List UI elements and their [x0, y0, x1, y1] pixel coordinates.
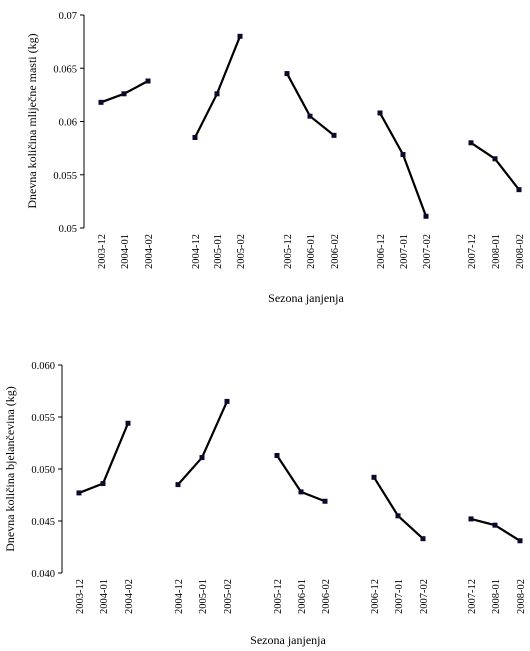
data-point	[224, 398, 230, 404]
data-point	[284, 71, 290, 77]
x-tick-label: 2003-12	[97, 234, 108, 269]
data-point	[492, 522, 498, 528]
data-point	[468, 140, 474, 146]
data-point	[214, 91, 220, 97]
x-ticks: 2003-12 2004-01 2004-02 2004-12 2005-01 2005-…	[75, 579, 527, 614]
x-tick-label: 2008-01	[491, 579, 502, 614]
data-point	[492, 156, 498, 162]
y-tick-label: 0.05	[59, 224, 77, 235]
y-ticks: 0.05 0.055 0.06 0.065 0.07	[53, 11, 84, 235]
data-point	[145, 78, 151, 84]
data-point	[468, 516, 474, 522]
series-line	[177, 400, 229, 486]
x-tick-label: 2004-02	[144, 234, 155, 269]
x-tick-label: 2007-12	[467, 579, 478, 614]
x-tick-label: 2005-01	[198, 579, 209, 614]
data-point	[371, 474, 377, 480]
y-tick-label: 0.065	[53, 64, 77, 75]
data-point	[400, 152, 406, 158]
data-point	[274, 452, 280, 458]
data-point	[125, 420, 131, 426]
series-line	[373, 476, 424, 540]
x-tick-label: 2005-02	[223, 579, 234, 614]
x-tick-label: 2007-02	[419, 579, 430, 614]
y-ticks: 0.040 0.045 0.050 0.055 0.060	[31, 361, 62, 580]
series-line	[470, 517, 521, 542]
data-point	[516, 187, 522, 193]
data-point	[175, 482, 181, 488]
x-tick-label: 2006-01	[306, 234, 317, 269]
series-line	[286, 73, 335, 137]
series-lines	[76, 398, 523, 544]
x-tick-label: 2003-12	[75, 579, 86, 614]
data-point	[199, 455, 205, 461]
data-point	[98, 99, 104, 105]
x-tick-label: 2004-01	[99, 579, 110, 614]
y-tick-label: 0.040	[31, 569, 55, 580]
y-tick-label: 0.045	[31, 517, 55, 528]
x-tick-label: 2008-01	[491, 234, 502, 269]
y-tick-label: 0.055	[53, 171, 77, 182]
y-tick-label: 0.055	[31, 413, 55, 424]
series-line	[379, 112, 428, 217]
y-tick-label: 0.06	[59, 118, 77, 129]
data-point	[121, 91, 127, 97]
data-point	[331, 132, 337, 138]
x-tick-label: 2005-12	[283, 234, 294, 269]
x-tick-label: 2004-12	[191, 234, 202, 269]
x-tick-label: 2008-02	[515, 234, 526, 269]
x-tick-label: 2007-01	[394, 579, 405, 614]
x-tick-label: 2007-02	[422, 234, 433, 269]
x-tick-label: 2007-12	[467, 234, 478, 269]
x-tick-label: 2006-02	[321, 579, 332, 614]
data-point	[298, 489, 304, 495]
data-point	[76, 490, 82, 496]
series-line	[194, 35, 242, 138]
x-axis-label: Sezona janjenja	[268, 291, 344, 305]
y-tick-label: 0.07	[59, 11, 77, 22]
data-point	[307, 113, 313, 119]
y-tick-label: 0.060	[31, 361, 55, 372]
data-point	[395, 513, 401, 519]
data-point	[423, 213, 429, 219]
x-tick-label: 2008-02	[516, 579, 527, 614]
x-tick-label: 2007-01	[399, 234, 410, 269]
data-point	[237, 33, 243, 39]
x-tick-label: 2004-02	[124, 579, 135, 614]
y-tick-label: 0.050	[31, 465, 55, 476]
x-ticks: 2003-12 2004-01 2004-02 2004-12 2005-01 2005-…	[97, 234, 526, 269]
x-tick-label: 2005-01	[213, 234, 224, 269]
x-tick-label: 2005-02	[236, 234, 247, 269]
protein-chart: 0.040 0.045 0.050 0.055 0.060 2003-12 2004-01…	[3, 361, 527, 647]
x-tick-label: 2006-12	[376, 234, 387, 269]
data-point	[420, 536, 426, 542]
x-axis-label: Sezona janjenja	[250, 633, 326, 647]
x-tick-label: 2004-12	[174, 579, 185, 614]
y-axis-label: Dnevna količina mliječne masti (kg)	[25, 33, 39, 208]
y-axis-label: Dnevna količina bjelančevina (kg)	[3, 386, 17, 552]
x-tick-label: 2004-01	[120, 234, 131, 269]
data-point	[517, 538, 523, 544]
x-tick-label: 2006-01	[297, 579, 308, 614]
data-point	[192, 134, 198, 140]
x-tick-label: 2006-12	[370, 579, 381, 614]
data-point	[100, 481, 106, 487]
data-point	[377, 110, 383, 116]
x-tick-label: 2006-02	[330, 234, 341, 269]
data-point	[322, 498, 328, 504]
x-tick-label: 2005-12	[273, 579, 284, 614]
series-lines	[98, 33, 522, 219]
series-line	[470, 141, 520, 191]
